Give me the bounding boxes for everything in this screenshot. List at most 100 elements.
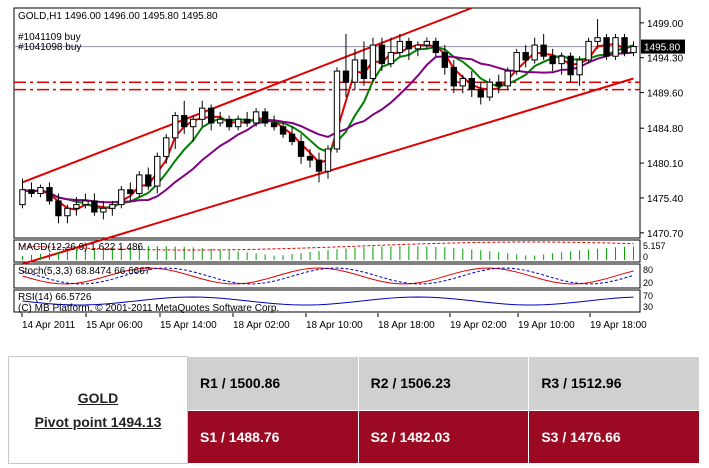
candle-body [127,189,134,194]
x-tick-label: 18 Apr 18:00 [378,320,435,331]
candle-body [243,118,251,124]
order-label: #1041109 buy [18,32,81,43]
candle-body [154,155,161,187]
candle-body [378,44,386,65]
x-tick-label: 14 Apr 2011 [22,320,76,331]
candle-body [468,77,475,91]
indicator-panel-frame [13,239,641,263]
indicator-label: Stoch(5,3,3) 68.8474 66.6667 [18,266,151,277]
candle-body [315,159,323,172]
indicator-label: RSI(14) 66.5726 [18,292,92,303]
candle-body [369,44,377,79]
candle-body [450,66,457,87]
candle-body [279,126,287,135]
order-label: #1041098 buy [18,42,81,53]
candle-body [504,70,511,87]
candle-body [585,40,592,61]
x-tick-label: 15 Apr 06:00 [86,320,143,331]
x-tick-label: 19 Apr 10:00 [518,320,575,331]
candle-body [118,189,125,206]
x-tick-label: 19 Apr 02:00 [450,320,507,331]
candle-body [261,111,269,124]
indicator-scale-label: 30 [643,302,653,312]
symbol-header: GOLD,H1 1496.00 1496.00 1495.80 1495.80 [18,11,218,22]
candle-body [459,77,466,87]
candle-body [477,89,484,98]
candle-body [136,174,143,194]
indicator-label: MACD(12,26,9) 1.622 1.486 [18,242,144,253]
pivot-point: Pivot point 1494.13 [34,414,162,430]
candle-body [414,44,422,50]
indicator-scale-label: 20 [643,278,653,288]
candle-body [558,55,565,65]
candle-body [522,52,529,61]
indicator-panel-frame [13,289,641,313]
candle-body [540,44,547,57]
candle-body [531,44,538,61]
candle-body [82,200,89,206]
y-tick-label: 1494.30 [647,54,684,65]
candle-body [351,59,359,83]
candle-body [216,118,224,124]
watermark: (C) MB Platform, © 2001-2011 MetaQuotes … [18,303,279,314]
candle-body [181,115,188,128]
y-tick-label: 1484.80 [647,124,684,135]
pivot-table: GOLD Pivot point 1494.13 R1 / 1500.86 R2… [8,356,700,464]
candle-body [100,207,107,213]
y-tick-label: 1489.60 [647,89,684,100]
candle-body [441,52,449,68]
candle-body [594,37,601,42]
x-tick-label: 19 Apr 18:00 [590,320,647,331]
candle-body [612,37,619,57]
candle-body [513,52,520,72]
resistance-r1: R1 / 1500.86 [187,356,359,411]
support-s2: S2 / 1482.03 [357,409,530,464]
y-tick-label: 1480.10 [647,159,684,170]
candle-body [432,40,440,54]
candle-body [46,187,53,202]
candle-body [252,111,260,124]
candle-body [495,81,502,87]
candle-body [306,155,314,161]
candle-body [567,55,574,76]
candle-body [28,189,35,194]
candle-body [621,37,628,54]
candle-body [19,189,26,206]
candle-body [423,40,431,46]
candle-body [342,70,350,83]
candle-body [172,115,179,139]
candle-body [190,118,197,128]
candle-body [405,40,413,50]
candle-body [55,200,62,217]
main-panel-frame [13,7,641,239]
candle-body [91,200,98,213]
candle-body [163,137,170,157]
indicator-scale-label: 0 [643,252,648,262]
candle-body [225,118,233,128]
candle-body [603,37,610,57]
channel-upper-line [22,7,473,184]
candle-body [486,81,493,98]
candle-body [288,133,296,143]
candle-body [270,122,278,128]
candle-body [360,59,368,79]
chart-canvas: 1499.00 1494.30 1489.60 1484.80 1480.10 1475.… [13,7,685,331]
y-tick-label: 1475.40 [647,194,684,205]
candle-body [199,107,206,120]
macd-signal-line [22,241,634,251]
current-price-badge [641,39,685,54]
indicator-scale-label: 70 [643,291,653,301]
candle-body [396,40,404,54]
resistance-r3: R3 / 1512.96 [528,356,700,411]
price-chart: 1499.00 1494.30 1489.60 1484.80 1480.10 1475.… [13,7,685,331]
candle-body [333,70,341,150]
support-s3: S3 / 1476.66 [528,409,700,464]
resistance-r2: R2 / 1506.23 [357,356,530,411]
x-tick-label: 18 Apr 02:00 [233,320,290,331]
candle-body [145,174,152,187]
candle-body [64,207,71,217]
candle-body [73,204,80,209]
candle-body [297,141,305,157]
pivot-symbol: GOLD [77,390,119,406]
candle-body [324,148,332,172]
